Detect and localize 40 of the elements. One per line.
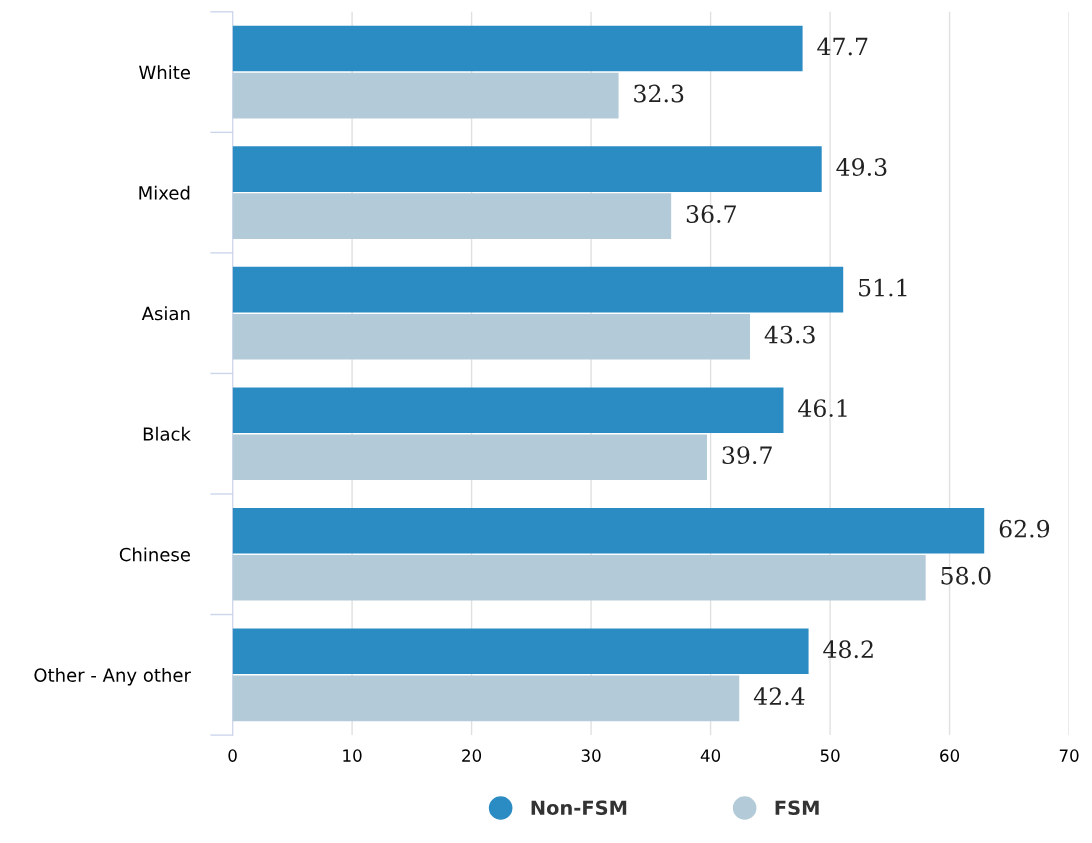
bar bbox=[232, 146, 822, 192]
bar bbox=[232, 675, 740, 722]
data-label: 36.7 bbox=[686, 205, 736, 223]
legend-label: FSM bbox=[775, 800, 819, 816]
data-label: 46.1 bbox=[798, 399, 847, 418]
bar bbox=[232, 387, 784, 434]
y-tick-label: Mixed bbox=[139, 185, 190, 200]
data-label: 62.9 bbox=[999, 519, 1050, 538]
data-label: 58.0 bbox=[941, 566, 991, 585]
bar bbox=[232, 25, 803, 72]
bar bbox=[232, 554, 926, 601]
x-tick-label: 0 bbox=[228, 749, 237, 762]
data-label: 47.7 bbox=[817, 37, 868, 56]
y-tick-label: Chinese bbox=[119, 547, 190, 562]
bar bbox=[232, 72, 619, 119]
bar bbox=[232, 628, 809, 675]
data-label: 51.1 bbox=[859, 278, 907, 297]
x-tick-label: 40 bbox=[700, 749, 721, 762]
bar bbox=[232, 266, 844, 313]
data-label: 39.7 bbox=[722, 446, 772, 465]
data-label: 32.3 bbox=[634, 84, 684, 103]
x-tick-label: 10 bbox=[343, 749, 362, 762]
bar bbox=[232, 507, 985, 554]
x-tick-label: 60 bbox=[940, 749, 960, 762]
data-label: 48.2 bbox=[823, 640, 873, 659]
y-tick-label: Other - Any other bbox=[34, 667, 191, 686]
data-label: 43.3 bbox=[764, 325, 815, 344]
bar bbox=[232, 313, 751, 360]
y-tick-label: White bbox=[139, 65, 190, 80]
x-tick-label: 50 bbox=[820, 749, 840, 762]
y-tick-label: Black bbox=[143, 426, 191, 441]
y-tick-label: Asian bbox=[141, 306, 190, 321]
bar bbox=[232, 193, 672, 239]
data-label: 49.3 bbox=[836, 158, 887, 176]
x-tick-label: 20 bbox=[462, 749, 482, 762]
data-label: 42.4 bbox=[753, 687, 805, 706]
x-tick-label: 30 bbox=[581, 749, 601, 762]
legend-label: Non-FSM bbox=[531, 800, 627, 816]
x-tick-label: 70 bbox=[1059, 749, 1079, 762]
bar bbox=[232, 434, 707, 481]
